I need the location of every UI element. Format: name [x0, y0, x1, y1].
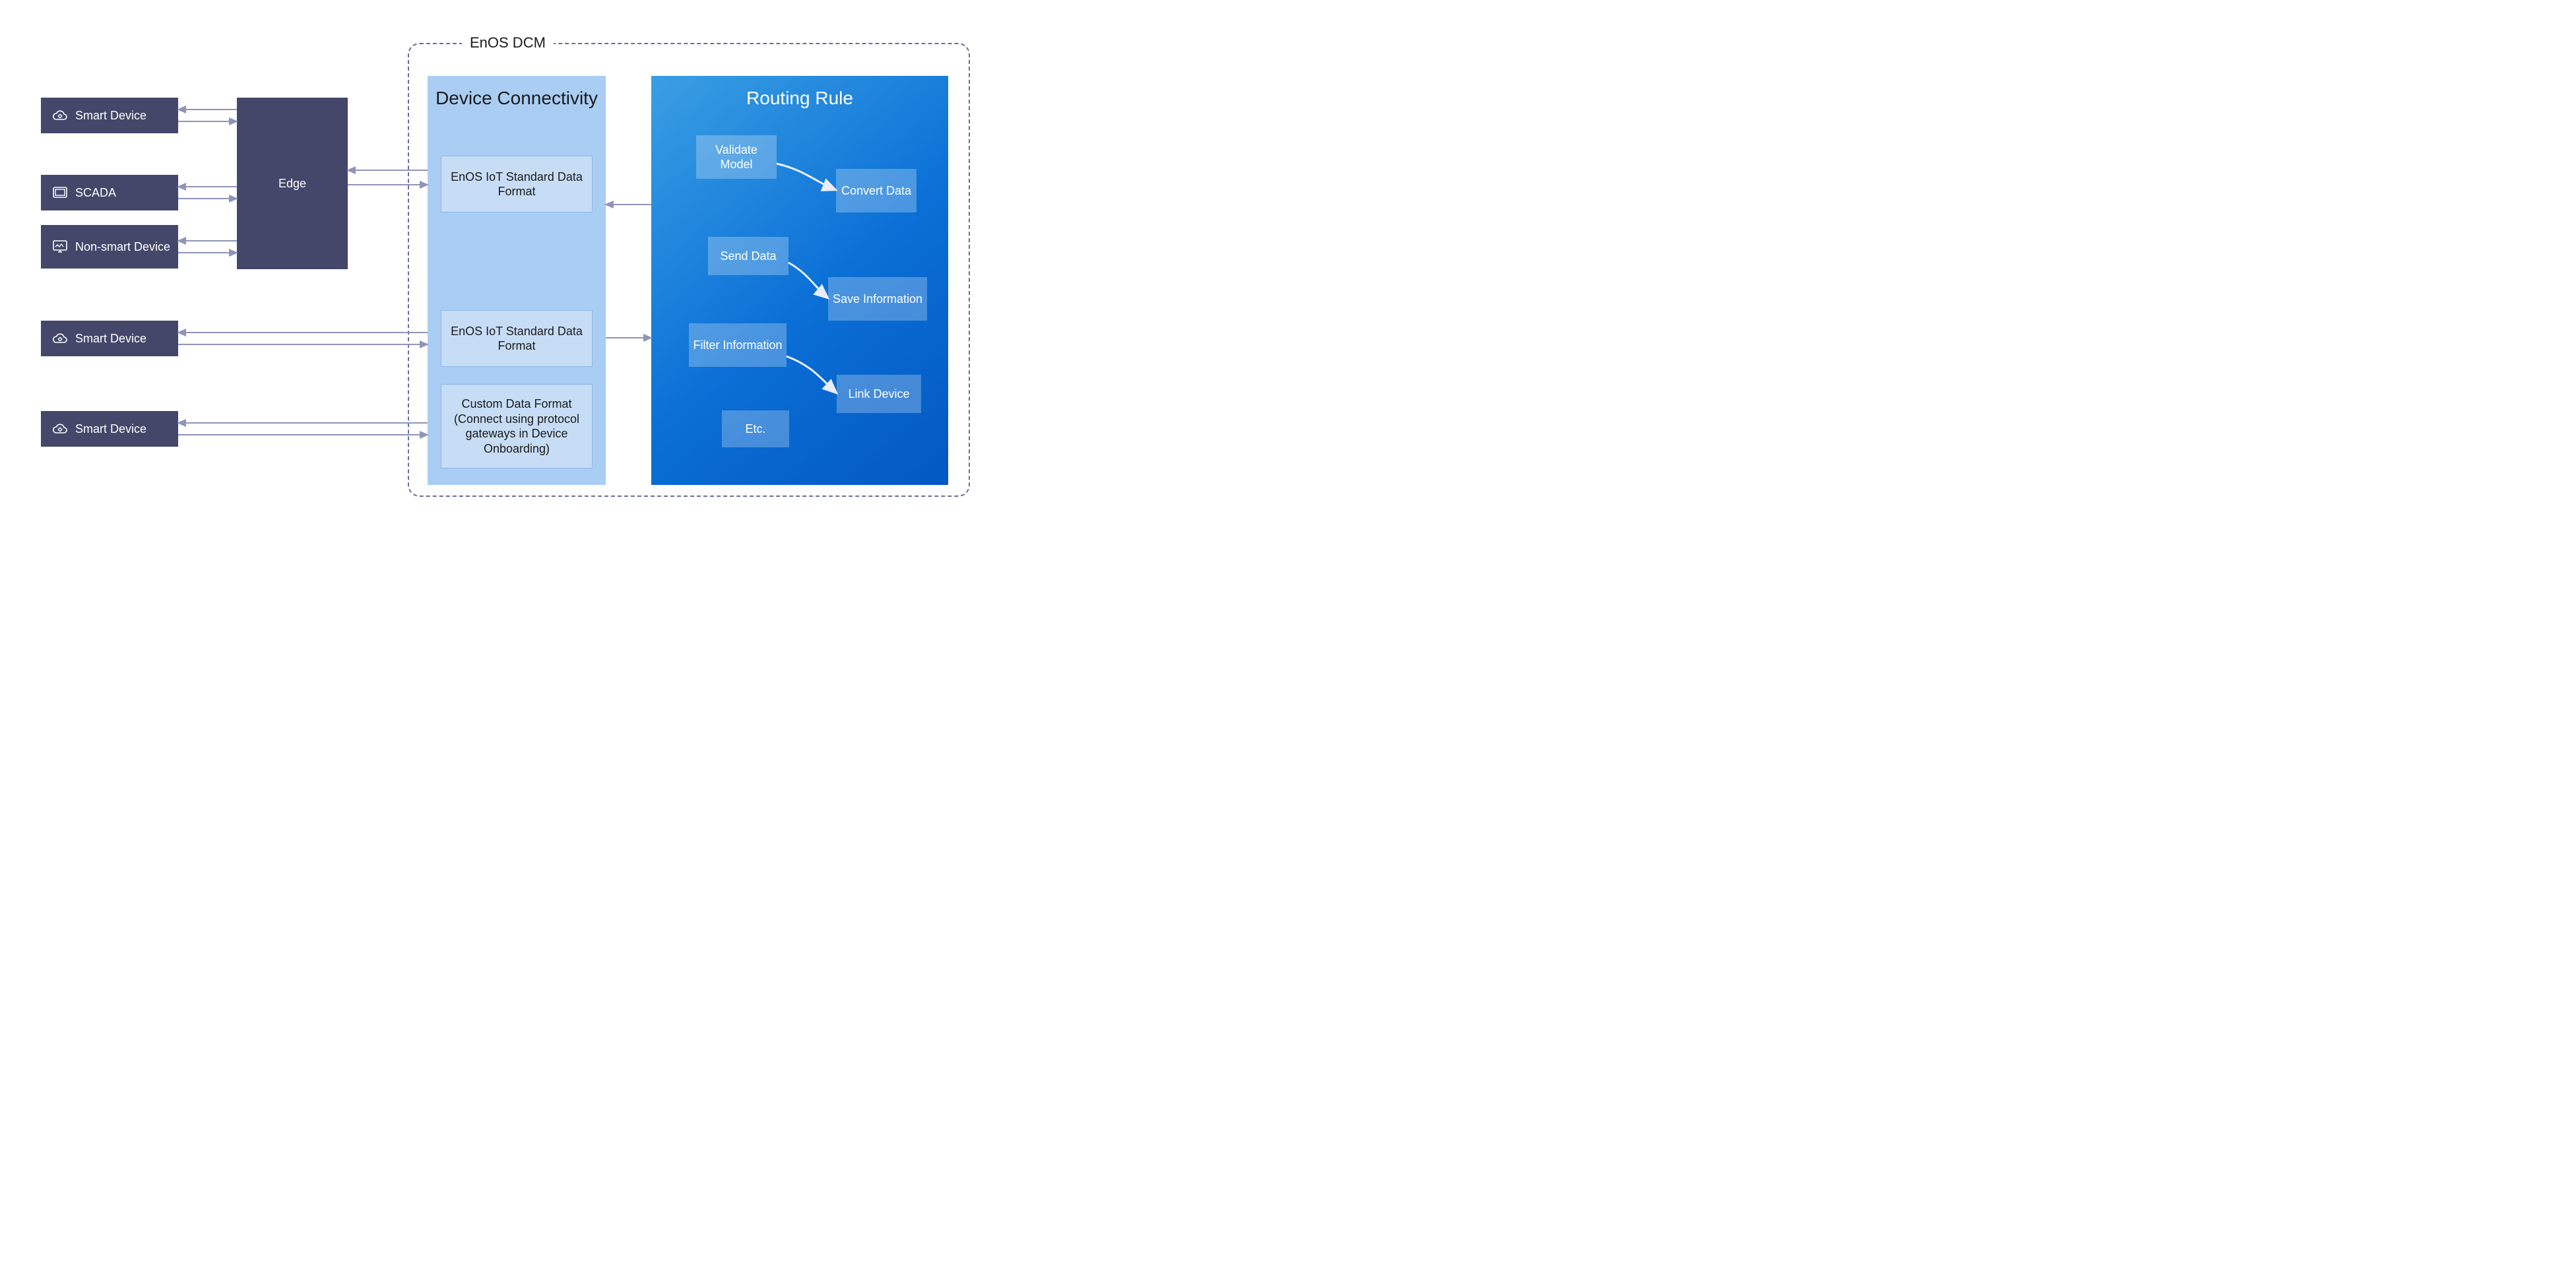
device-box-nonsmart: Non-smart Device	[41, 225, 178, 269]
edge-box: Edge	[237, 98, 348, 269]
routing-box-link: Link Device	[837, 375, 921, 413]
cloud-icon	[51, 109, 69, 122]
device-box-smart3: Smart Device	[41, 411, 178, 447]
routing-box-etc: Etc.	[722, 410, 789, 447]
routing-rule-title: Routing Rule	[651, 88, 948, 109]
device-box-smart2: Smart Device	[41, 321, 178, 356]
screen-icon	[51, 185, 69, 200]
connectivity-box-sdf1: EnOS IoT Standard Data Format	[441, 156, 593, 212]
device-label: Non-smart Device	[75, 240, 170, 255]
connectivity-box-cdf: Custom Data Format (Connect using protoc…	[441, 384, 593, 468]
device-label: Smart Device	[75, 422, 146, 437]
device-label: Smart Device	[75, 331, 146, 346]
routing-box-send: Send Data	[708, 237, 789, 275]
monitor-icon	[51, 239, 69, 255]
edge-label: Edge	[278, 176, 306, 191]
routing-box-validate: Validate Model	[696, 135, 777, 179]
routing-box-filter: Filter Information	[689, 323, 787, 367]
dcm-frame-title: EnOS DCM	[462, 34, 554, 51]
device-box-smart1: Smart Device	[41, 98, 178, 133]
cloud-icon	[51, 332, 69, 345]
device-label: SCADA	[75, 185, 116, 201]
device-box-scada: SCADA	[41, 175, 178, 210]
connectivity-box-sdf2: EnOS IoT Standard Data Format	[441, 310, 593, 367]
device-label: Smart Device	[75, 108, 146, 123]
cloud-icon	[51, 422, 69, 435]
routing-box-convert: Convert Data	[836, 169, 917, 212]
device-connectivity-title: Device Connectivity	[428, 88, 606, 109]
diagram-root: EnOS DCM Device Connectivity Routing Rul…	[0, 0, 1032, 511]
routing-box-save: Save Information	[828, 277, 927, 321]
